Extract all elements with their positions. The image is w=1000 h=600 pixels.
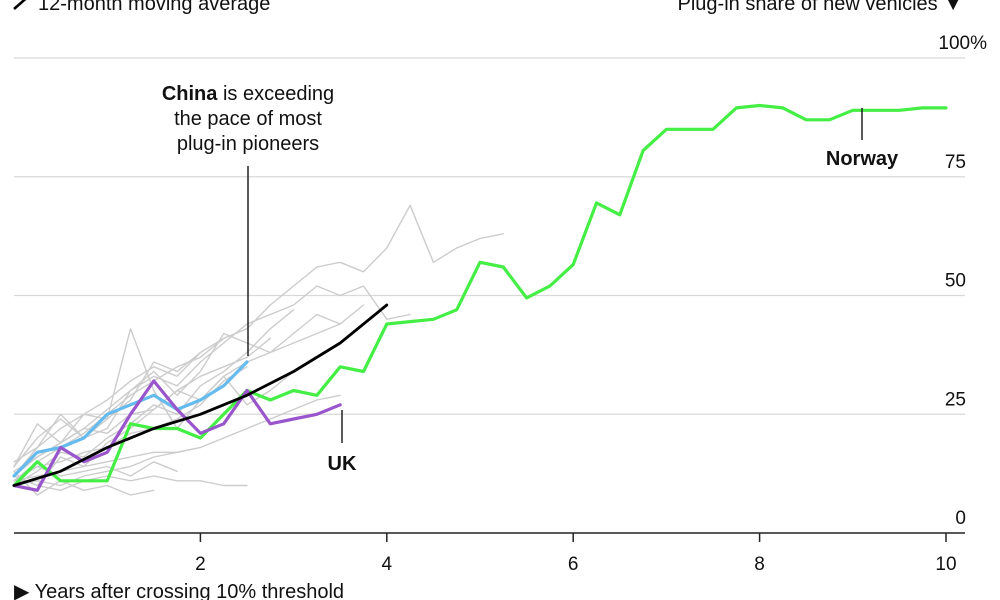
moving-average-legend-swatch (13, 0, 27, 10)
uk-annotation: UK (328, 453, 357, 475)
series-line-other-14 (13, 461, 178, 482)
series-line-other-15 (13, 323, 341, 487)
china-annotation-line2: the pace of most (174, 108, 322, 130)
series-line-other-2 (13, 285, 411, 477)
series-line-other-5 (13, 328, 295, 477)
china-annotation-bold: China (162, 83, 218, 105)
y-axis-title: Plug-in share of new vehicles ▼ (678, 0, 964, 15)
x-axis-title: ▶ Years after crossing 10% threshold (14, 581, 344, 600)
tick-labels: 0 25 50 75 100% 2 4 6 8 10 (195, 33, 987, 575)
norway-annotation: Norway (826, 148, 899, 170)
moving-average-legend-label: 12-month moving average (38, 0, 270, 15)
x-tick-label-10: 10 (935, 554, 956, 575)
series-line-other-3 (13, 304, 365, 468)
gridlines (14, 57, 965, 534)
x-tick-label-6: 6 (568, 554, 579, 575)
series-line-other-1 (13, 204, 504, 482)
y-tick-label-25: 25 (945, 389, 966, 410)
china-annotation-rest: is exceeding (217, 83, 334, 105)
series-line-other-6 (13, 337, 271, 472)
series-line-moving-average (12, 303, 389, 487)
series-line-other-7 (13, 309, 295, 487)
series-line-other-11 (13, 475, 248, 491)
series-line-other-8 (13, 351, 202, 468)
series-line-other-12 (13, 470, 155, 496)
x-tick-label-8: 8 (754, 554, 765, 575)
y-tick-label-0: 0 (955, 508, 966, 529)
series-line-uk (12, 379, 342, 492)
series-line-other-10 (13, 446, 202, 487)
x-tick-label-4: 4 (382, 554, 393, 575)
y-tick-label-100: 100% (938, 33, 987, 54)
y-tick-label-75: 75 (945, 152, 966, 173)
y-tick-label-50: 50 (945, 271, 966, 292)
series-lines (12, 103, 948, 496)
series-line-norway (12, 103, 948, 488)
china-annotation-line3: plug-in pioneers (177, 133, 319, 155)
x-tick-label-2: 2 (195, 554, 206, 575)
china-annotation-line1: China is exceeding (162, 83, 334, 105)
series-line-china (12, 360, 249, 478)
